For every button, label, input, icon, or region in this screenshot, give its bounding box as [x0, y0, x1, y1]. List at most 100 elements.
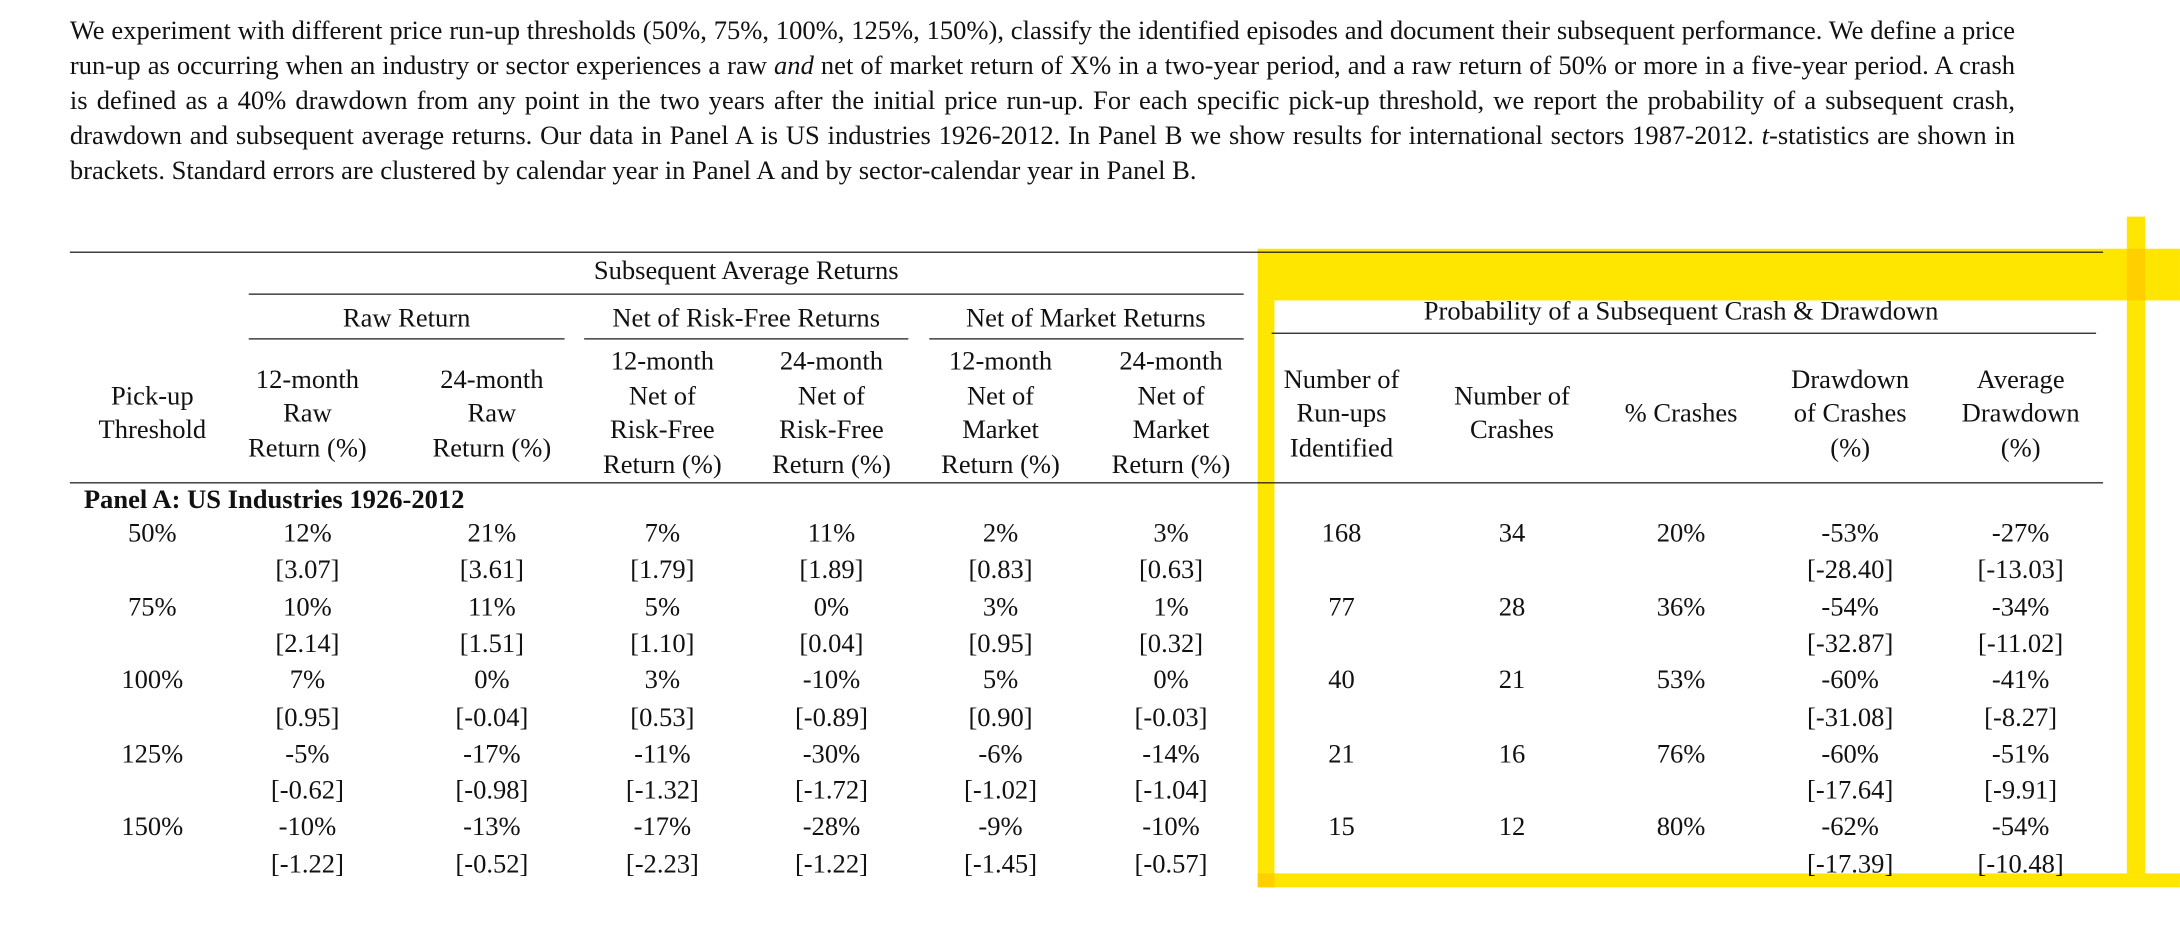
cell-tstat: [-0.52]: [455, 849, 529, 880]
cell-tstat: [3.07]: [275, 555, 340, 586]
cell-value: 20%: [1656, 519, 1706, 549]
column-header: Return (%): [772, 450, 891, 480]
cell-tstat: [0.95]: [968, 629, 1033, 659]
cell-value: 7%: [289, 666, 326, 696]
cell-value: 11%: [468, 592, 516, 622]
cell-value: 7%: [644, 519, 681, 549]
subgroup-header: Raw Return: [342, 303, 471, 334]
caption-text: t: [1761, 121, 1769, 151]
cell-value: -6%: [978, 739, 1023, 769]
cell-value: -14%: [1142, 739, 1200, 769]
subgroup-rule: [929, 338, 1244, 340]
cell-value: 16: [1498, 739, 1526, 769]
highlight: [1257, 248, 2180, 301]
cell-value: -11%: [634, 739, 691, 769]
cell-value: -17%: [633, 813, 692, 843]
cell-tstat: [-8.27]: [1984, 702, 2058, 733]
cell-tstat: [1.89]: [799, 555, 864, 586]
cell-value: -5%: [285, 739, 330, 769]
cell-value: -28%: [802, 813, 861, 843]
column-header: Market: [962, 416, 1039, 446]
cell-tstat: [3.61]: [459, 555, 524, 586]
cell-value: 53%: [1656, 666, 1706, 696]
column-header: Net of: [966, 381, 1035, 412]
column-header: 24-month: [779, 347, 884, 377]
cell-value: -27%: [1991, 519, 2050, 549]
column-header: (%): [2000, 433, 2041, 463]
column-header: Net of: [628, 381, 696, 412]
cell-value: 3%: [1153, 519, 1189, 549]
cell-tstat: [-0.04]: [455, 702, 529, 733]
group-header: Probability of a Subsequent Crash & Draw…: [1423, 296, 1939, 327]
column-header: 12-month: [255, 364, 360, 395]
cell-value: 40: [1328, 666, 1355, 696]
cell-value: -10%: [1142, 813, 1200, 843]
cell-value: 36%: [1656, 592, 1706, 622]
cell-tstat: [1.51]: [459, 629, 524, 659]
highlight: [2126, 216, 2146, 874]
top-rule: [69, 251, 2104, 253]
caption-text: -statistics are shown in brackets. Stand…: [69, 121, 2016, 186]
cell-value: -62%: [1821, 813, 1879, 843]
cell-tstat: [-17.64]: [1807, 776, 1894, 806]
cell-tstat: [-1.32]: [625, 776, 699, 806]
cell-tstat: [-32.87]: [1807, 629, 1894, 659]
cell-tstat: [-1.04]: [1134, 776, 1208, 806]
cell-value: -10%: [802, 666, 861, 696]
cell-tstat: [1.10]: [630, 629, 695, 659]
cell-tstat: [-9.91]: [1984, 776, 2058, 806]
cell-tstat: [-28.40]: [1807, 555, 1894, 586]
group-header: Subsequent Average Returns: [593, 256, 899, 286]
column-header: 12-month: [610, 347, 714, 377]
column-header: 12-month: [948, 347, 1053, 377]
cell-tstat: [-17.39]: [1807, 849, 1894, 880]
column-header: of Crashes: [1793, 398, 1907, 429]
row-threshold: 150%: [121, 813, 184, 843]
cell-tstat: [-1.22]: [270, 849, 344, 880]
cell-tstat: [-0.98]: [455, 776, 529, 806]
cell-value: 21%: [467, 519, 517, 549]
column-header: Return (%): [432, 433, 552, 463]
cell-value: 0%: [813, 592, 850, 622]
header-rule: [69, 482, 2104, 484]
cell-value: -30%: [802, 739, 861, 769]
panel-label: Panel A: US Industries 1926-2012: [83, 485, 465, 515]
column-header: Run-ups: [1296, 398, 1387, 429]
column-header: Pick-up: [111, 381, 194, 412]
caption-text: net of market return of X% in a two-year…: [69, 51, 2016, 151]
cell-value: 5%: [644, 592, 681, 622]
row-threshold: 75%: [127, 592, 177, 622]
cell-tstat: [0.53]: [630, 702, 695, 733]
cell-tstat: [-31.08]: [1807, 702, 1894, 733]
cell-value: -60%: [1821, 666, 1879, 696]
cell-value: 15: [1328, 813, 1355, 843]
subgroup-rule: [248, 338, 565, 340]
cell-tstat: [0.04]: [799, 629, 864, 659]
column-header: 24-month: [1119, 347, 1223, 377]
column-header: Threshold: [98, 416, 207, 446]
column-header: Net of: [797, 381, 866, 412]
cell-tstat: [0.90]: [968, 702, 1033, 733]
cell-value: 76%: [1656, 739, 1706, 769]
cell-tstat: [-0.62]: [270, 776, 344, 806]
column-header: Return (%): [1111, 450, 1231, 480]
cell-value: 28: [1498, 592, 1526, 622]
group-rule: [248, 293, 1244, 295]
cell-value: 80%: [1656, 813, 1706, 843]
highlight: [1257, 873, 2180, 888]
caption-text: We experiment with different price run-u…: [69, 16, 2016, 82]
group-rule: [1271, 332, 2097, 334]
cell-value: 12%: [283, 519, 332, 549]
cell-value: 3%: [644, 666, 681, 696]
column-header: Net of: [1137, 381, 1205, 412]
column-header: Average: [1976, 364, 2065, 395]
cell-tstat: [1.79]: [630, 555, 695, 586]
cell-value: -13%: [463, 813, 521, 843]
column-header: Number of: [1454, 381, 1570, 412]
cell-value: 5%: [982, 666, 1019, 696]
cell-value: 21: [1328, 739, 1355, 769]
cell-value: 2%: [982, 519, 1019, 549]
column-header: Raw: [467, 398, 517, 429]
cell-value: 3%: [982, 592, 1019, 622]
